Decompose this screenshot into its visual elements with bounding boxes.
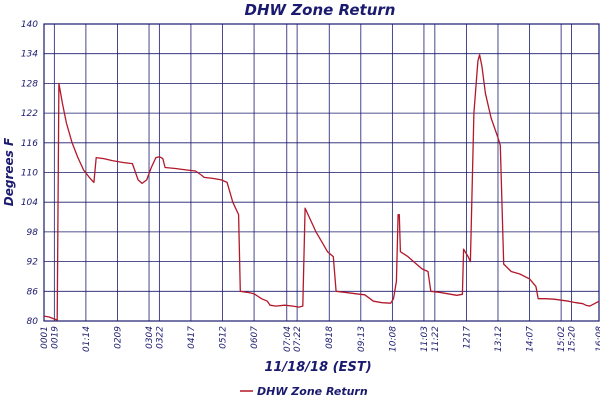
x-tick-label: 0001: [40, 326, 50, 349]
y-tick-label: 80: [27, 317, 39, 327]
x-tick-label: 15:02: [557, 326, 567, 352]
x-tick-label: 0019: [50, 326, 60, 349]
x-tick-label: 0512: [218, 326, 228, 349]
y-tick-label: 134: [21, 50, 38, 60]
x-tick-label: 0322: [155, 326, 165, 349]
x-tick-label: 15:20: [567, 326, 577, 352]
x-tick-label: 10:08: [388, 326, 398, 352]
x-tick-label: 0607: [250, 326, 260, 349]
y-tick-label: 128: [21, 79, 38, 89]
y-tick-label: 110: [21, 169, 38, 179]
x-tick-label: 0417: [187, 326, 197, 349]
x-tick-label: 13:12: [494, 326, 504, 352]
y-tick-label: 104: [21, 198, 38, 208]
chart-title: DHW Zone Return: [245, 1, 396, 19]
x-tick-label: 11:22: [431, 326, 441, 352]
x-tick-label: 07:04: [283, 326, 293, 352]
y-tick-label: 116: [21, 139, 38, 149]
series-layer: [43, 54, 600, 321]
x-tick-label: 16:08: [595, 326, 600, 352]
x-tick-label: 09:13: [357, 326, 367, 352]
x-tick-label: 01:14: [82, 326, 92, 352]
series-line: [43, 54, 600, 321]
y-axis-label: Degrees F: [2, 137, 16, 206]
y-tick-label: 86: [27, 287, 39, 297]
y-axis-ticks: 80 86 92 98 104 110 116 122 128 134 140: [21, 20, 38, 327]
x-tick-label: 1217: [462, 326, 472, 349]
legend: DHW Zone Return: [240, 385, 368, 398]
x-tick-label: 11:03: [420, 326, 430, 352]
legend-label: DHW Zone Return: [257, 385, 368, 398]
y-tick-label: 98: [27, 228, 39, 238]
x-tick-label: 0209: [113, 326, 123, 349]
plot-frame: [43, 23, 600, 322]
y-tick-label: 122: [21, 109, 38, 119]
x-axis-label: 11/18/18 (EST): [264, 360, 371, 375]
x-axis-ticks: 0001 0019 01:14 0209 0304 0322 0417 0512 0607 07:…: [40, 326, 600, 352]
x-tick-label: 0818: [325, 326, 335, 349]
y-tick-label: 92: [27, 258, 39, 268]
x-tick-label: 07:22: [293, 326, 303, 352]
x-tick-label: 0304: [145, 326, 155, 349]
x-tick-label: 14:07: [526, 326, 536, 352]
y-tick-label: 140: [21, 20, 38, 30]
